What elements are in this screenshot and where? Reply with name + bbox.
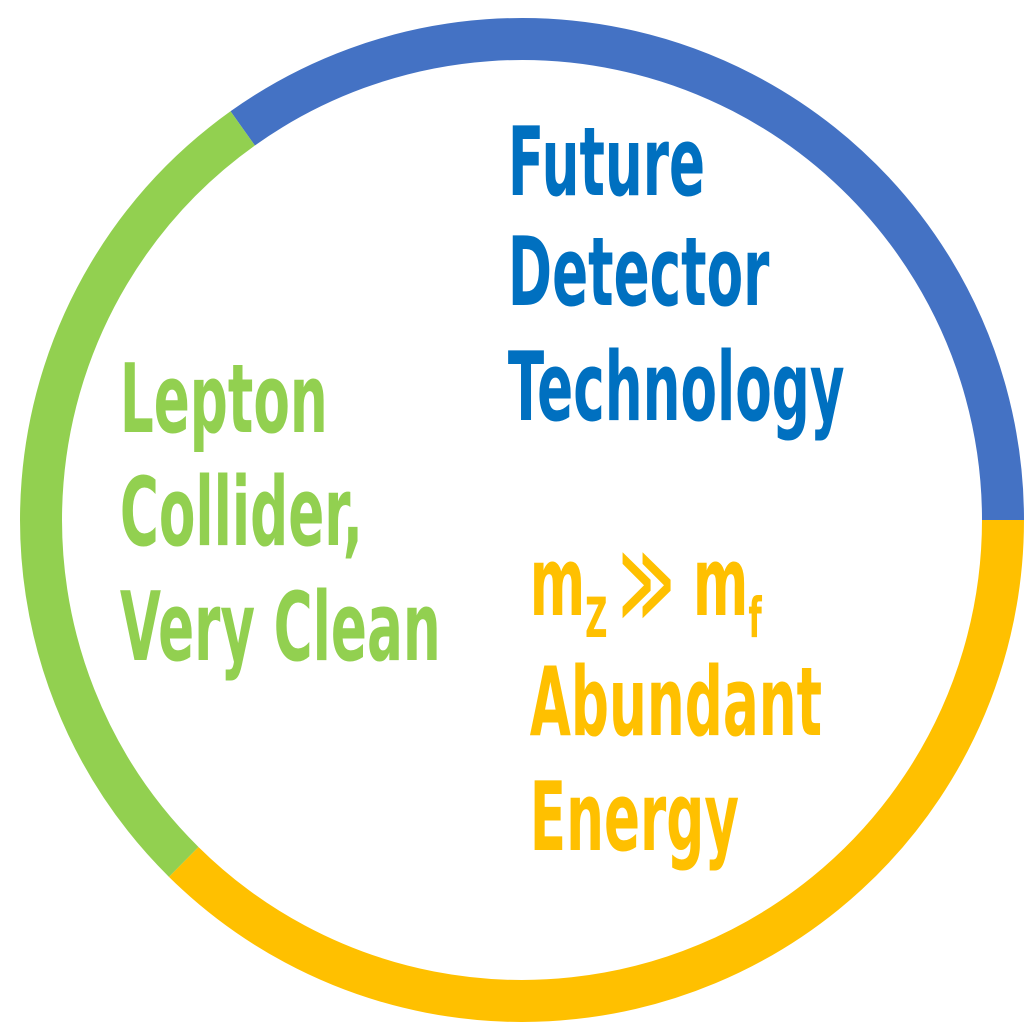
text-line: Energy — [530, 764, 739, 874]
collider-text: Lepton Collider, Very Clean — [120, 346, 441, 684]
technology-text: Future Detector Technology — [508, 109, 845, 444]
energy-text: mZ ≫ mf Abundant Energy — [530, 529, 822, 874]
text-line: Technology — [508, 334, 845, 444]
blue-arc — [230, 18, 1024, 521]
text-line: Very Clean — [120, 574, 441, 684]
yellow-arc — [168, 519, 1024, 1022]
formula-part: ≫ m — [619, 529, 749, 639]
text-line: Future — [508, 109, 705, 219]
formula-subscript: f — [748, 586, 762, 650]
formula-part: m — [530, 529, 585, 639]
text-line: Lepton — [120, 346, 328, 456]
formula-subscript: Z — [585, 586, 607, 650]
text-line: Abundant — [530, 649, 822, 759]
text-line: Detector — [508, 219, 770, 329]
formula: mZ ≫ mf — [530, 529, 762, 651]
green-arc — [20, 111, 255, 877]
text-line: Collider, — [120, 459, 363, 569]
